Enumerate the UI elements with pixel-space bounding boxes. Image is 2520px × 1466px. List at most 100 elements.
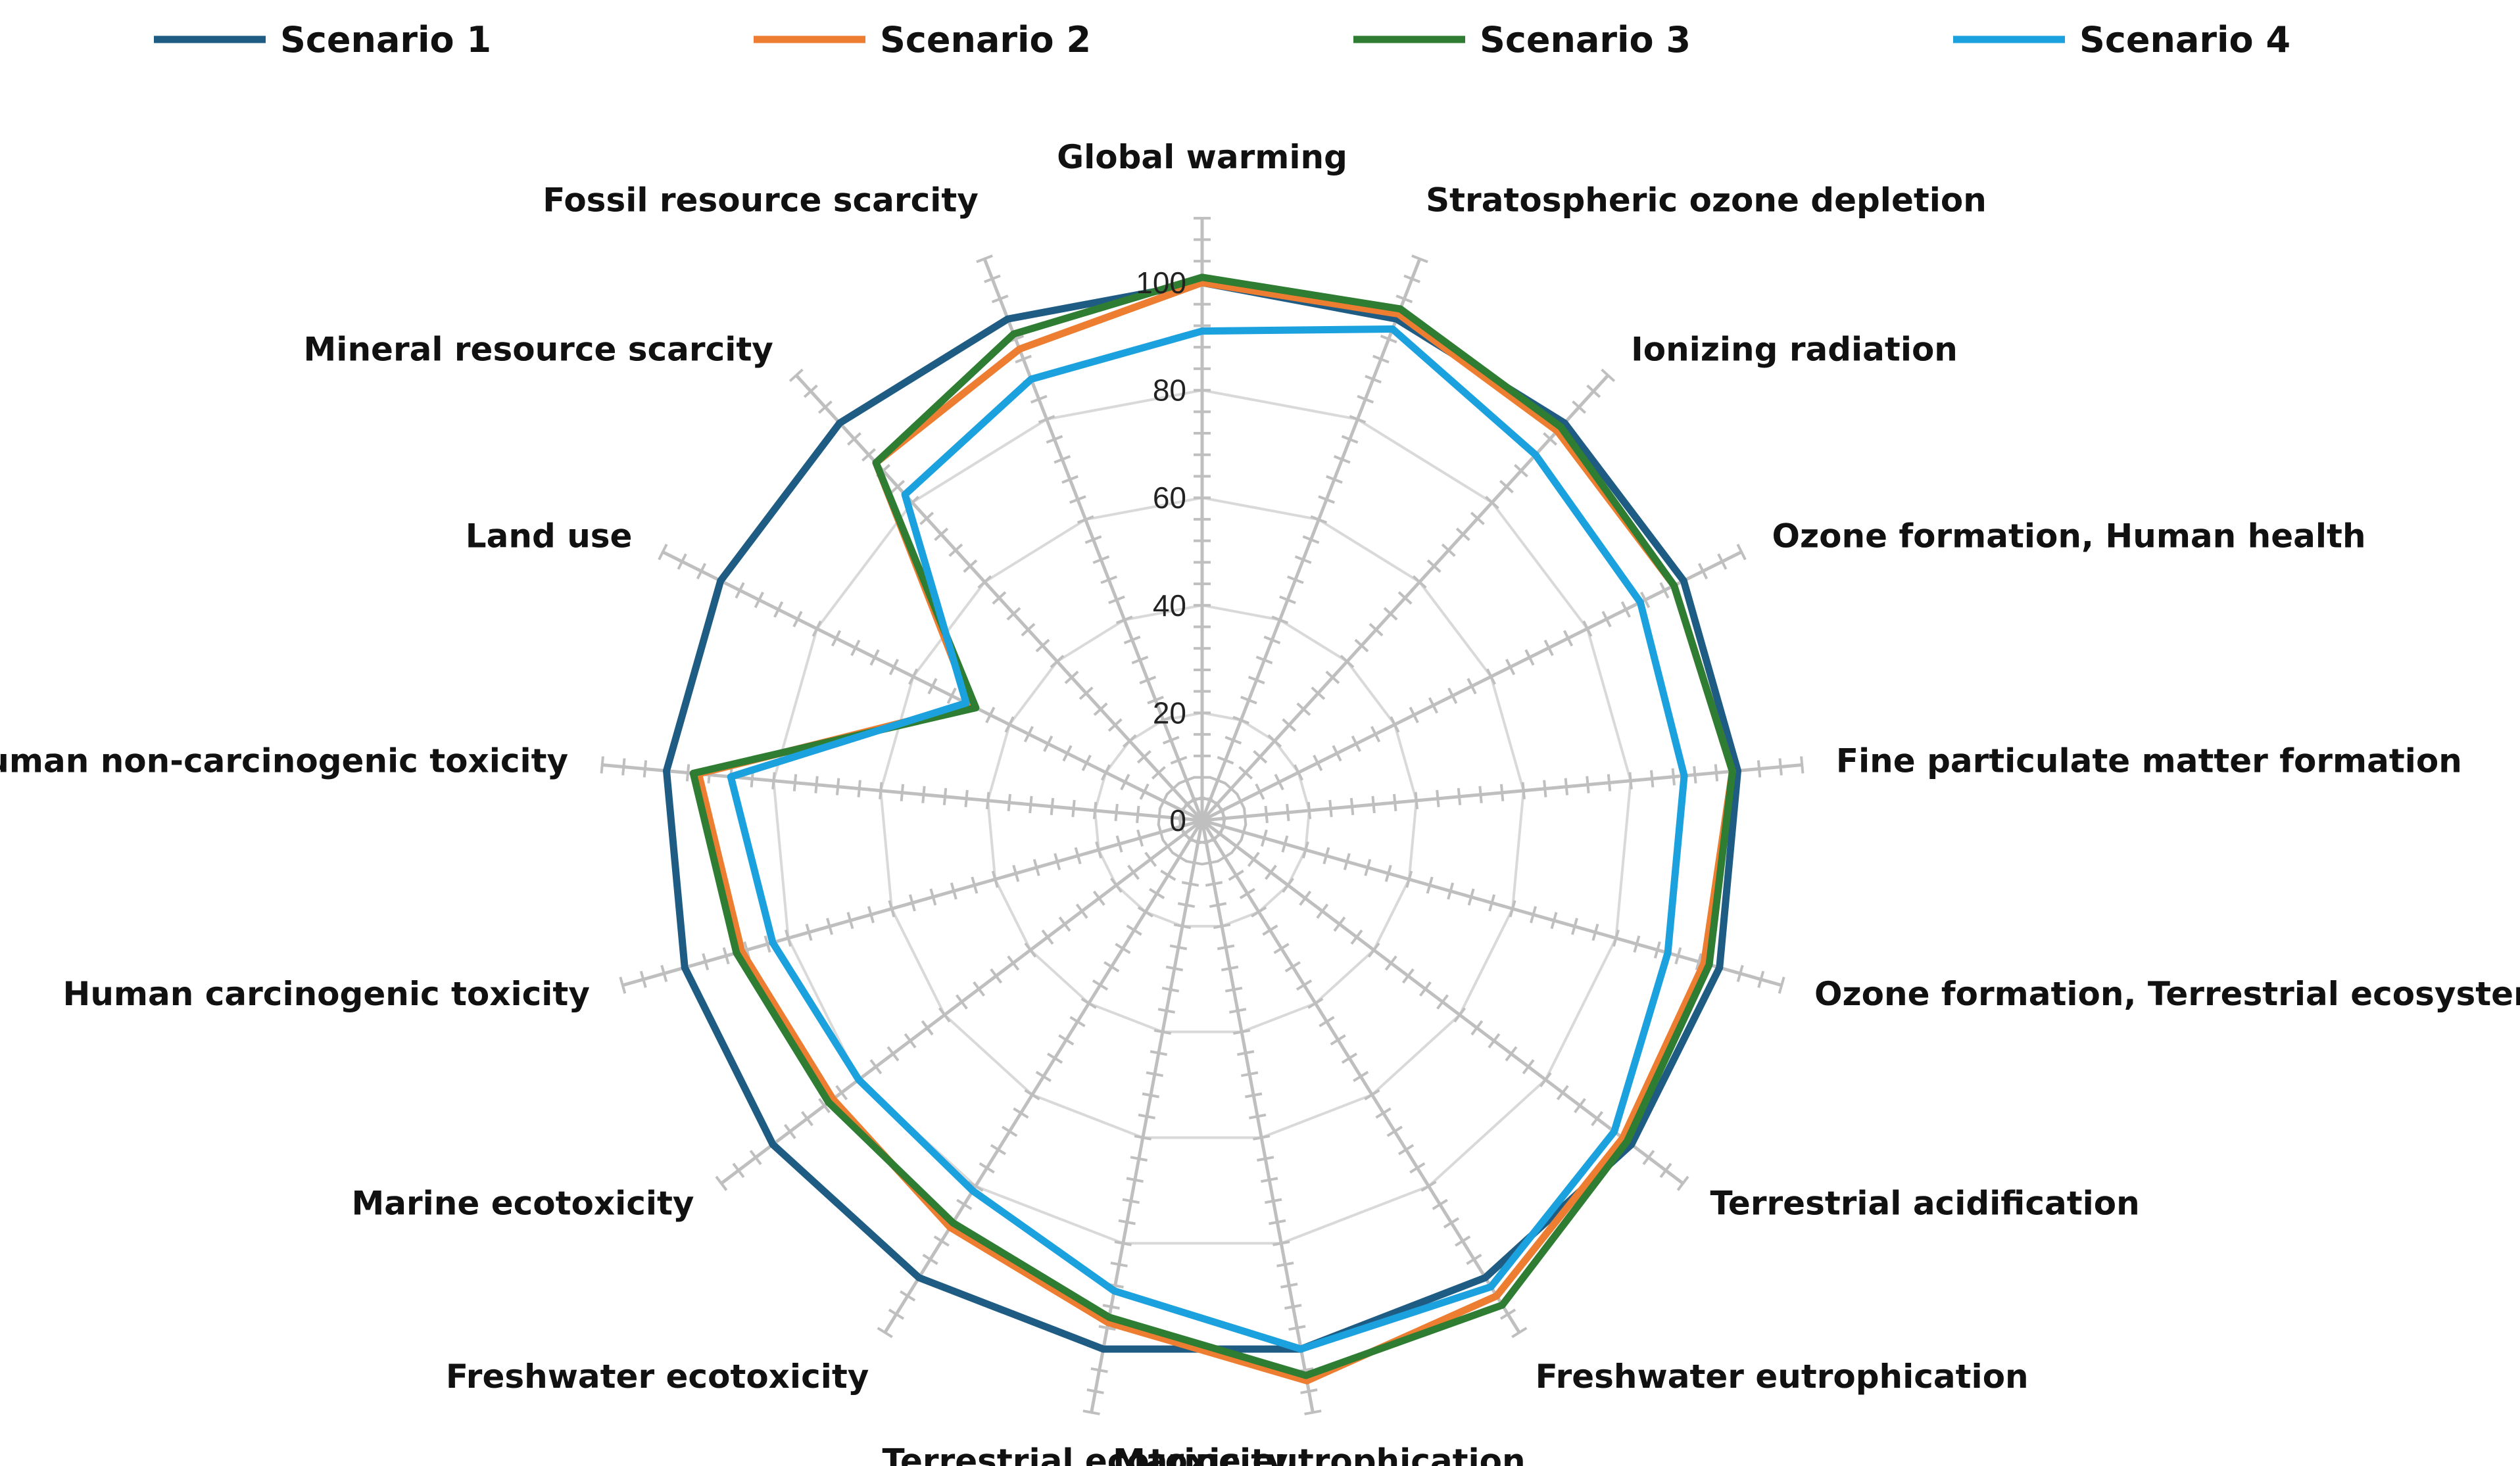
axis-minor-tick	[1240, 696, 1257, 705]
axis-label-mineral-resource-scarcity: Mineral resource scarcity	[304, 331, 773, 369]
axis-minor-tick	[956, 1198, 973, 1210]
axis-minor-tick	[685, 764, 691, 782]
axis-minor-tick	[1318, 495, 1335, 504]
axis-minor-tick	[1139, 783, 1150, 800]
axis-minor-tick	[1341, 435, 1359, 444]
axis-minor-tick	[1695, 953, 1703, 970]
axis-minor-tick	[1717, 553, 1728, 570]
axis-minor-tick	[904, 1033, 917, 1049]
axis-minor-tick	[1441, 543, 1456, 557]
axis-minor-tick	[1466, 1254, 1482, 1265]
axis-minor-tick	[1242, 807, 1248, 826]
axis-minor-tick	[658, 544, 668, 561]
axis-minor-tick	[971, 876, 979, 894]
axis-minor-tick	[1419, 981, 1432, 997]
axis-label-human-carcinogenic-toxicity: Human carcinogenic toxicity	[62, 975, 589, 1013]
axis-minor-tick	[869, 1059, 883, 1075]
axis-minor-tick	[1013, 1107, 1029, 1119]
axis-minor-tick	[1328, 799, 1333, 818]
axis-minor-tick	[831, 630, 842, 647]
axis-minor-tick	[1253, 1135, 1271, 1141]
axis-minor-tick	[1405, 870, 1413, 888]
legend-label-scenario-3: Scenario 3	[1480, 19, 1691, 60]
axis-minor-tick	[1126, 1177, 1144, 1183]
axis-minor-tick	[1075, 903, 1088, 919]
axis-minor-tick	[1505, 1046, 1518, 1062]
axis-minor-tick	[1271, 615, 1289, 625]
axis-minor-tick	[1296, 702, 1311, 716]
axis-minor-tick	[1247, 851, 1260, 867]
axis-minor-tick	[1478, 786, 1483, 803]
axis-minor-tick	[1299, 890, 1312, 906]
axis-minor-tick	[1530, 906, 1538, 924]
axis-minor-tick	[1030, 394, 1048, 404]
axis-minor-tick	[956, 994, 968, 1010]
axis-minor-tick	[950, 882, 957, 900]
axis-minor-tick	[1351, 735, 1361, 752]
axis-minor-tick	[927, 678, 938, 695]
axis-minor-tick	[1428, 697, 1439, 714]
tick-label-60: 60	[1153, 481, 1186, 515]
axis-minor-tick	[1110, 1262, 1128, 1267]
axis-minor-tick	[1574, 1098, 1586, 1114]
axis-minor-tick	[702, 953, 710, 970]
axis-minor-tick	[1397, 591, 1413, 605]
axis-minor-tick	[1123, 635, 1141, 644]
axis-minor-tick	[1294, 555, 1312, 564]
axis-minor-tick	[1205, 881, 1223, 887]
axis-minor-tick	[1800, 756, 1805, 774]
axis-minor-tick	[1488, 894, 1496, 912]
axis-minor-tick	[886, 1046, 900, 1062]
axis-minor-tick	[890, 479, 906, 494]
axis-minor-tick	[1607, 774, 1612, 792]
axis-minor-tick	[1102, 1304, 1120, 1310]
axis-minor-tick	[1158, 793, 1169, 810]
axis-minor-tick	[1251, 906, 1267, 918]
axis-minor-tick	[1217, 755, 1234, 765]
axis-minor-tick	[1524, 649, 1535, 666]
axis-minor-tick	[1147, 696, 1164, 705]
axis-minor-tick	[1074, 847, 1082, 864]
axis-minor-tick	[1232, 715, 1249, 725]
axis-minor-tick	[1217, 944, 1235, 951]
axis-minor-tick	[938, 1007, 951, 1023]
axis-label-marine-ecotoxicity: Marine ecotoxicity	[351, 1184, 694, 1222]
axis-minor-tick	[877, 1327, 893, 1338]
axis-minor-tick	[1257, 1156, 1274, 1162]
series-lines	[662, 273, 1742, 1384]
axis-spokes	[600, 216, 1805, 1415]
axis-label-ozone-formation-terrestrial-ecosystems: Ozone formation, Terrestrial ecosystems	[1814, 975, 2520, 1013]
axis-minor-tick	[1069, 495, 1086, 504]
axis-minor-tick	[1591, 1110, 1603, 1127]
grid-ring-40	[986, 603, 1418, 1033]
axis-minor-tick	[1115, 835, 1123, 853]
axis-minor-tick	[812, 620, 822, 637]
axis-minor-tick	[1235, 793, 1246, 810]
axis-minor-tick	[1241, 1071, 1259, 1077]
axis-minor-tick	[1280, 1283, 1298, 1289]
axis-minor-tick	[619, 976, 627, 994]
tick-label-80: 80	[1153, 373, 1186, 408]
axis-minor-tick	[1633, 935, 1641, 953]
axis-minor-tick	[1457, 788, 1462, 805]
axis-minor-tick	[1134, 1135, 1151, 1141]
axis-minor-tick	[1081, 754, 1092, 772]
axis-minor-tick	[1488, 1033, 1501, 1049]
axis-minor-tick	[1470, 1020, 1484, 1036]
legend-label-scenario-1: Scenario 1	[280, 19, 491, 60]
axis-minor-tick	[1453, 1007, 1466, 1023]
axis-minor-tick	[1100, 764, 1111, 781]
axis-minor-tick	[1586, 776, 1590, 793]
axis-minor-tick	[1224, 736, 1242, 745]
axis-minor-tick	[1556, 1085, 1569, 1100]
axis-minor-tick	[1333, 455, 1351, 464]
axis-label-terrestrial-acidification: Terrestrial acidification	[1710, 1184, 2139, 1222]
axis-minor-tick	[1092, 979, 1109, 991]
axis-minor-tick	[1325, 671, 1340, 684]
axis-minor-tick	[1332, 745, 1342, 762]
axis-minor-tick	[1103, 961, 1120, 973]
axis-minor-tick	[1403, 274, 1420, 283]
axis-minor-tick	[1322, 847, 1330, 864]
axis-minor-tick	[1029, 795, 1033, 813]
axis-minor-tick	[1054, 455, 1071, 464]
